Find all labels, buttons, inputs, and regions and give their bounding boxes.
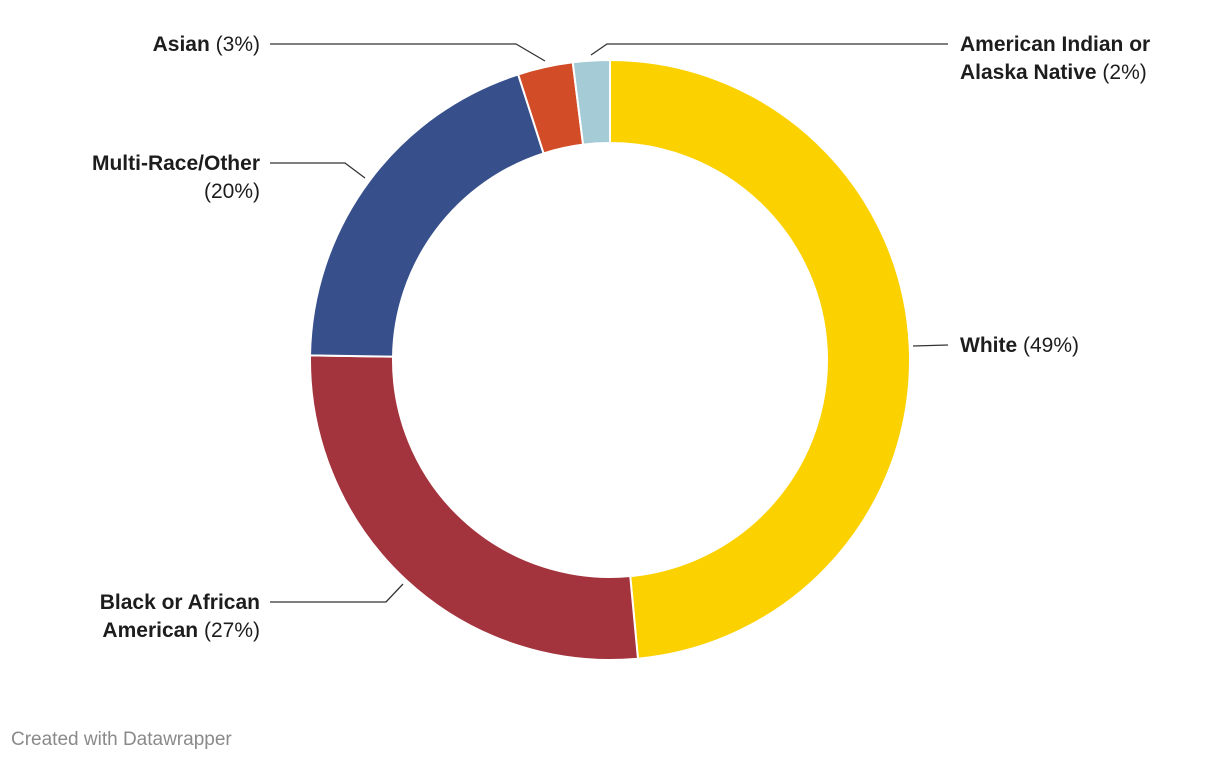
donut-slices [309,58,912,661]
label-asian: Asian (3%) [153,33,260,56]
slice-american-indian-alaska-native[interactable] [571,58,611,146]
slice-black-or-african-american[interactable] [309,354,640,661]
label-multi-race-other: Multi-Race/Other (20%) [92,152,260,203]
leader-line-multi-race-other [270,162,366,179]
slice-multi-race-other[interactable] [309,73,545,358]
label-leaders [270,43,949,603]
leader-line-asian [270,43,546,62]
label-white: White (49%) [960,334,1079,357]
datawrapper-credit[interactable]: Created with Datawrapper [11,729,232,750]
slice-white[interactable] [609,58,912,660]
label-black-or-african-american: Black or African American (27%) [100,591,260,642]
slice-labels: White (49%) Black or African American (27%… [92,33,1150,642]
label-american-indian-alaska-native: American Indian or Alaska Native (2%) [960,33,1150,84]
leader-line-american-indian-alaska-native [590,43,948,56]
leader-line-black-or-african-american [270,583,404,603]
leader-line-white [912,344,949,347]
